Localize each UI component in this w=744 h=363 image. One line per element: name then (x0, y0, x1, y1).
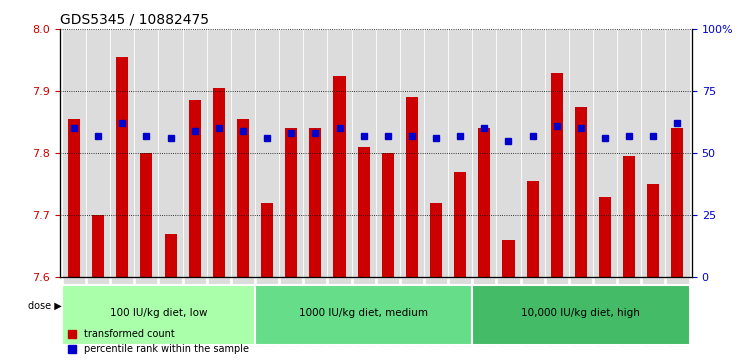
FancyBboxPatch shape (62, 285, 255, 345)
FancyBboxPatch shape (62, 29, 86, 278)
Bar (189, 101, 201, 277)
Bar (623, 156, 635, 277)
Text: 10,000 IU/kg diet, high: 10,000 IU/kg diet, high (522, 308, 641, 318)
FancyBboxPatch shape (182, 29, 207, 278)
Bar (68, 119, 80, 277)
Bar (116, 57, 128, 277)
Bar (92, 215, 104, 277)
Bar (213, 88, 225, 277)
Bar (164, 234, 176, 277)
FancyBboxPatch shape (521, 29, 545, 278)
Text: 100 IU/kg diet, low: 100 IU/kg diet, low (109, 308, 208, 318)
FancyBboxPatch shape (231, 29, 255, 278)
FancyBboxPatch shape (279, 29, 304, 278)
Legend: transformed count, percentile rank within the sample: transformed count, percentile rank withi… (65, 326, 253, 358)
FancyBboxPatch shape (545, 29, 569, 278)
FancyBboxPatch shape (158, 29, 182, 278)
FancyBboxPatch shape (86, 29, 110, 278)
Bar (454, 172, 466, 277)
FancyBboxPatch shape (496, 29, 521, 278)
FancyBboxPatch shape (376, 29, 400, 278)
Bar (551, 73, 562, 277)
FancyBboxPatch shape (327, 29, 352, 278)
Bar (671, 129, 684, 277)
FancyBboxPatch shape (424, 29, 448, 278)
Bar (261, 203, 273, 277)
Bar (358, 147, 370, 277)
FancyBboxPatch shape (448, 29, 472, 278)
Bar (527, 181, 539, 277)
FancyBboxPatch shape (135, 29, 158, 278)
FancyBboxPatch shape (304, 29, 327, 278)
Text: dose ▶: dose ▶ (28, 301, 62, 311)
FancyBboxPatch shape (352, 29, 376, 278)
Bar (141, 153, 153, 277)
Bar (575, 107, 587, 277)
Bar (310, 129, 321, 277)
FancyBboxPatch shape (207, 29, 231, 278)
Bar (430, 203, 442, 277)
Bar (333, 76, 345, 277)
Bar (599, 197, 611, 277)
Bar (647, 184, 659, 277)
FancyBboxPatch shape (255, 285, 472, 345)
FancyBboxPatch shape (641, 29, 665, 278)
FancyBboxPatch shape (472, 29, 496, 278)
Bar (478, 129, 490, 277)
Bar (382, 153, 394, 277)
Bar (502, 240, 515, 277)
Text: GDS5345 / 10882475: GDS5345 / 10882475 (60, 12, 208, 26)
FancyBboxPatch shape (110, 29, 135, 278)
FancyBboxPatch shape (569, 29, 593, 278)
Text: 1000 IU/kg diet, medium: 1000 IU/kg diet, medium (299, 308, 428, 318)
Bar (406, 97, 418, 277)
FancyBboxPatch shape (617, 29, 641, 278)
FancyBboxPatch shape (665, 29, 690, 278)
FancyBboxPatch shape (400, 29, 424, 278)
FancyBboxPatch shape (255, 29, 279, 278)
Bar (237, 119, 249, 277)
FancyBboxPatch shape (472, 285, 690, 345)
FancyBboxPatch shape (593, 29, 617, 278)
Bar (285, 129, 298, 277)
